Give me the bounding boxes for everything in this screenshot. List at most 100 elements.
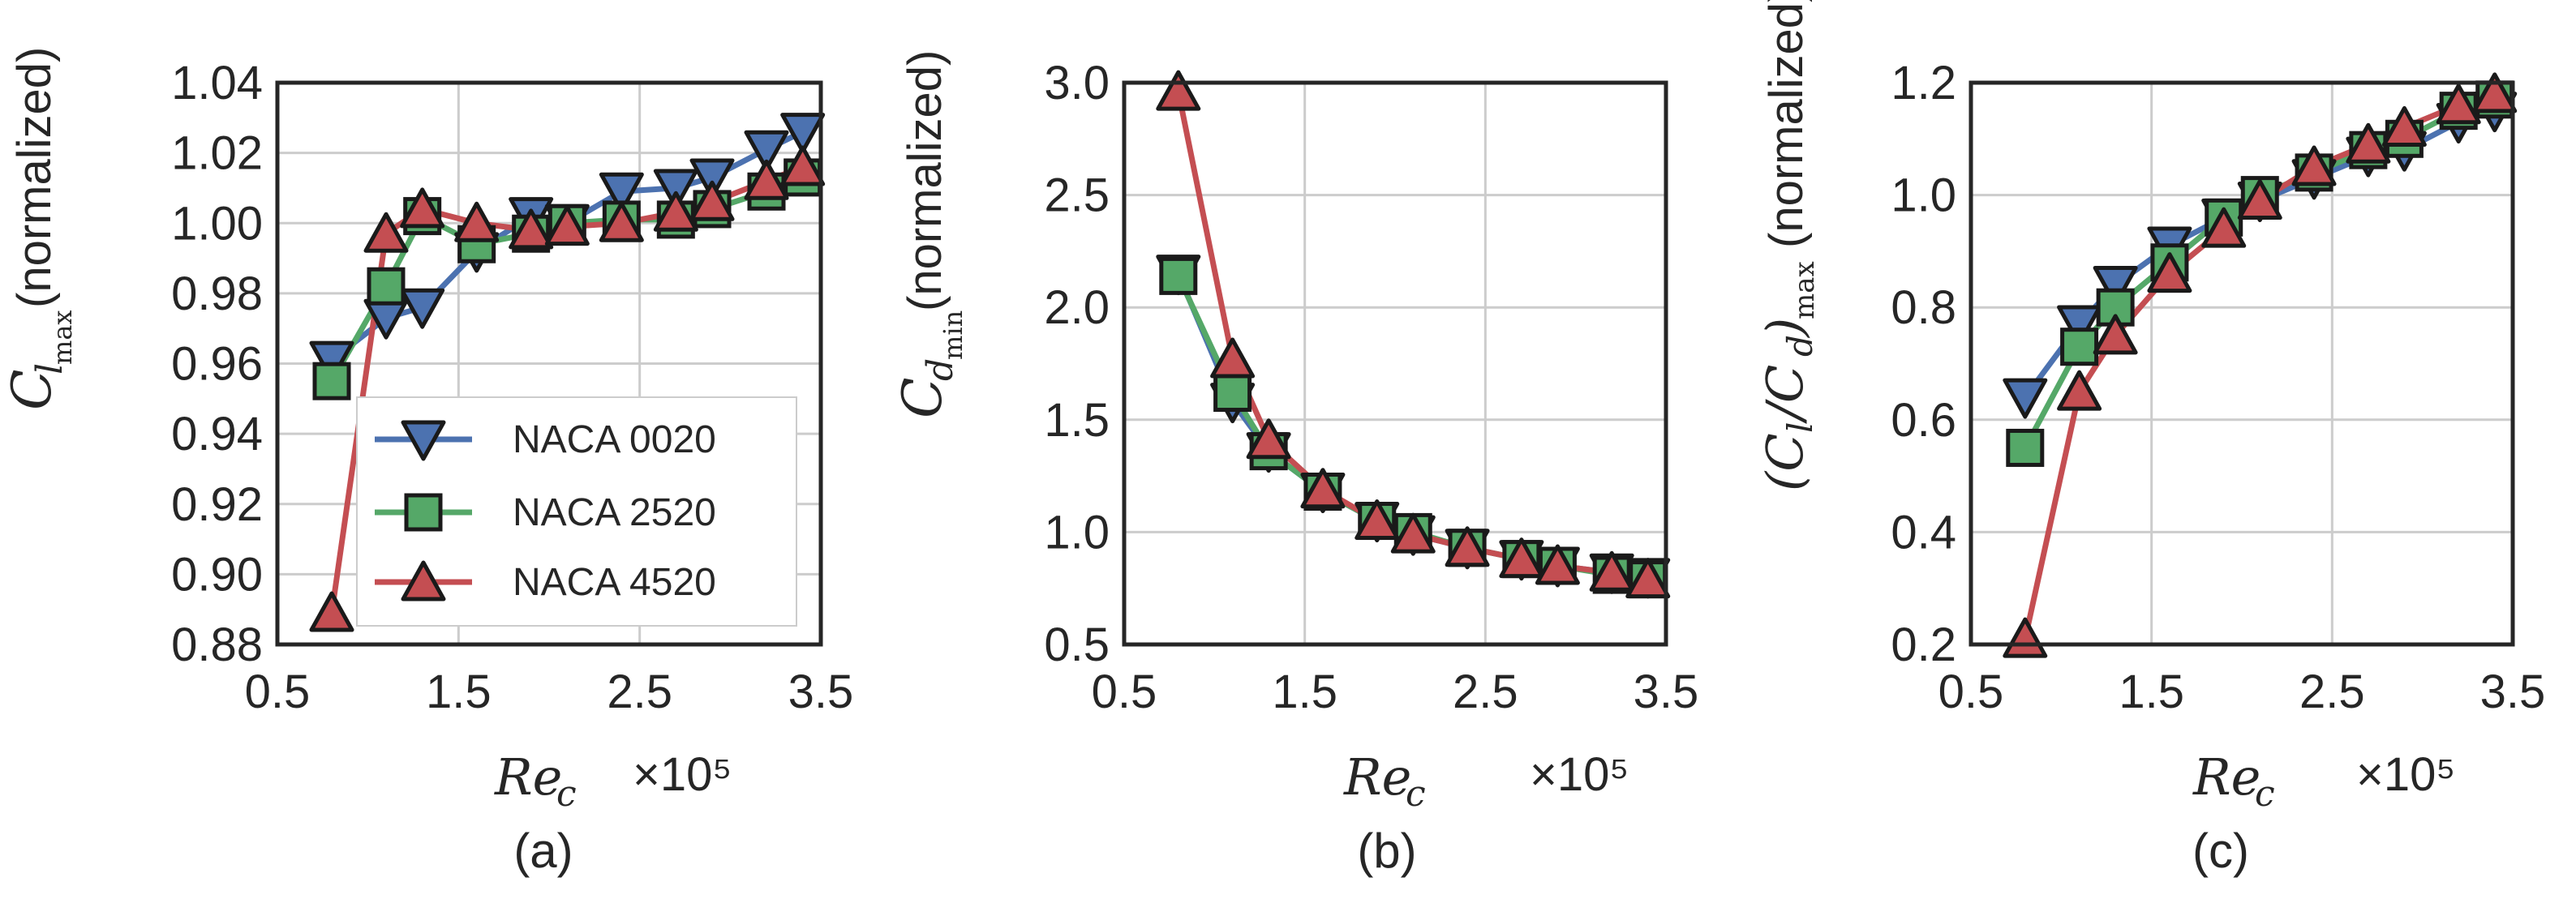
y-tick-label: 0.88 (171, 619, 263, 671)
data-point-naca-0020 (780, 113, 826, 154)
legend: NACA 0020 NACA 2520 NACA 4520 (356, 396, 797, 627)
data-point-naca-4520 (1625, 558, 1671, 599)
legend-marker-square (404, 493, 443, 532)
y-axis-label-a: C l max (normalized) (1, 47, 78, 410)
data-point-naca-2520 (367, 267, 406, 306)
svg-text:C: C (891, 378, 954, 419)
data-point-naca-4520 (689, 180, 735, 221)
data-point-naca-4520 (653, 191, 698, 232)
y-tick-label: 3.0 (1044, 57, 1110, 109)
svg-text:C: C (1, 370, 63, 411)
y-tick-label: 1.04 (171, 57, 263, 109)
series-markers-a (309, 113, 826, 632)
plot-area-b: 0.5 1.5 2.5 3.5 0.5 1.0 1.5 2.0 2.5 3.0 (1044, 57, 1698, 718)
data-point-naca-4520 (599, 201, 644, 242)
svg-text:(normalized): (normalized) (1760, 0, 1813, 248)
y-tick-label: 0.6 (1891, 394, 1956, 447)
y-tick-label: 1.0 (1044, 506, 1110, 559)
caption-b: (b) (1357, 824, 1416, 878)
svg-text:Re: Re (494, 747, 562, 807)
x-tick-label: 0.5 (245, 666, 311, 718)
svg-text:/C: /C (1755, 365, 1814, 424)
data-point-naca-4520 (1589, 550, 1634, 592)
x-tick-label: 0.5 (1092, 666, 1157, 718)
svg-text:d: d (1780, 335, 1820, 357)
data-point-naca-4520 (1210, 337, 1256, 379)
axes-frame-a (275, 80, 823, 647)
legend-label-naca-4520: NACA 4520 (513, 561, 716, 604)
data-point-naca-0020 (400, 288, 445, 329)
data-point-naca-2520 (2006, 428, 2045, 467)
data-point-naca-4520 (2237, 179, 2282, 220)
y-tick-label: 0.4 (1891, 506, 1956, 559)
svg-text:max: max (47, 310, 78, 365)
data-point-naca-4520 (1355, 499, 1400, 541)
x-multiplier-b: ×10⁵ (1530, 748, 1629, 801)
data-point-naca-4520 (2003, 617, 2048, 658)
svg-text:(C: (C (1755, 433, 1814, 491)
x-multiplier-c: ×10⁵ (2356, 748, 2455, 801)
x-tick-label: 1.5 (426, 666, 492, 718)
data-point-naca-0020 (744, 130, 789, 171)
y-tick-label: 0.98 (171, 268, 263, 320)
x-axis-label-a: Re c (494, 747, 577, 815)
x-axis-label-c: Re c (2192, 747, 2275, 815)
data-point-naca-4520 (544, 205, 590, 246)
y-tick-label: 0.90 (171, 548, 263, 601)
y-tick-label: 0.2 (1891, 619, 1956, 671)
data-point-naca-4520 (363, 212, 409, 253)
data-point-naca-4520 (2436, 83, 2481, 125)
svg-text:Re: Re (1343, 747, 1411, 807)
data-point-naca-2520 (1213, 374, 1252, 413)
caption-c: (c) (2192, 824, 2249, 878)
data-point-naca-0020 (2003, 378, 2048, 419)
data-point-naca-4520 (2093, 314, 2138, 355)
data-point-naca-2520 (2060, 327, 2099, 366)
series-markers-b (1156, 70, 1671, 599)
y-axis-label-c: (C l /C d ) max (normalized) (1755, 0, 1821, 491)
legend-label-naca-2520: NACA 2520 (513, 491, 716, 534)
data-point-naca-0020 (2093, 265, 2138, 306)
data-point-naca-4520 (2472, 72, 2518, 113)
data-point-naca-0020 (599, 172, 644, 213)
svg-text:(normalized): (normalized) (899, 50, 951, 311)
svg-text:c: c (556, 773, 577, 815)
data-point-naca-4520 (780, 145, 826, 186)
data-point-naca-4520 (2291, 145, 2337, 186)
svg-text:Re: Re (2192, 747, 2260, 807)
svg-text:min: min (938, 310, 968, 360)
data-point-naca-4520 (744, 159, 789, 200)
series-markers-c (2003, 72, 2518, 658)
plot-area-c: 0.5 1.5 2.5 3.5 0.2 0.4 0.6 0.8 1.0 1.2 (1891, 57, 2545, 718)
y-tick-label: 1.5 (1044, 394, 1110, 447)
axes-frame-c (1968, 80, 2515, 647)
y-tick-label: 0.94 (171, 408, 263, 460)
y-tick-label: 2.0 (1044, 281, 1110, 334)
x-tick-label: 1.5 (1272, 666, 1337, 718)
svg-text:c: c (2255, 773, 2275, 815)
x-tick-label: 0.5 (1938, 666, 2004, 718)
data-point-naca-4520 (2381, 105, 2427, 147)
legend-entry-naca-0020: NACA 0020 (375, 418, 716, 461)
panel-b: 0.5 1.5 2.5 3.5 0.5 1.0 1.5 2.0 2.5 3.0 C d min (… (891, 50, 1698, 878)
data-point-naca-4520 (400, 187, 445, 229)
svg-text:): ) (1755, 318, 1814, 339)
legend-entry-naca-4520: NACA 4520 (375, 560, 716, 604)
data-point-naca-0020 (653, 169, 698, 210)
axes-frame-b (1122, 80, 1668, 647)
data-point-naca-4520 (2346, 122, 2391, 164)
panel-a: 0.5 1.5 2.5 3.5 0.88 0.90 0.92 0.94 0.96 0.98 1.00… (1, 47, 853, 878)
x-tick-label: 3.5 (2480, 666, 2546, 718)
caption-a: (a) (513, 824, 573, 878)
data-point-naca-4520 (454, 201, 500, 242)
y-tick-label: 1.0 (1891, 169, 1956, 222)
x-axis-label-b: Re c (1343, 747, 1426, 815)
legend-label-naca-0020: NACA 0020 (513, 418, 716, 461)
y-tick-label: 1.00 (171, 197, 263, 250)
data-point-naca-4520 (1499, 537, 1544, 579)
svg-text:d: d (920, 358, 961, 381)
data-point-naca-2520 (312, 362, 351, 400)
legend-entry-naca-2520: NACA 2520 (375, 491, 716, 534)
svg-text:l: l (29, 363, 71, 375)
